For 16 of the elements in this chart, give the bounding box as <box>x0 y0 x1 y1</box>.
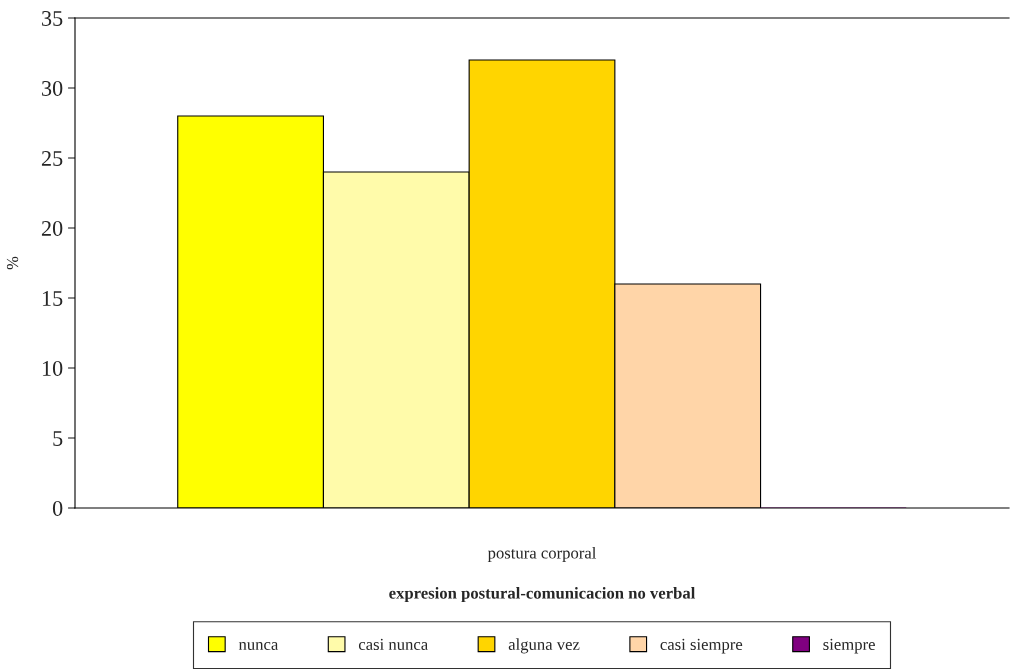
y-tick-label: 25 <box>41 150 63 166</box>
y-axis-title: % <box>6 256 19 270</box>
y-tick-label: 35 <box>42 10 63 26</box>
y-tick-label: 30 <box>42 80 63 96</box>
y-tick-label: 0 <box>52 500 63 516</box>
legend-label: casi siempre <box>660 638 743 654</box>
y-tick-label: 5 <box>53 431 63 446</box>
legend-label: casi nunca <box>358 638 428 651</box>
legend-label: siempre <box>823 638 875 654</box>
x-axis-title: expresion postural-comunicacion no verbal <box>389 587 696 603</box>
y-tick-label: 10 <box>42 360 63 376</box>
x-tick-label: postura corporal <box>487 546 597 562</box>
legend-label: alguna vez <box>508 638 580 654</box>
y-tick-label: 15 <box>42 291 63 306</box>
y-tick-label: 20 <box>41 220 63 236</box>
legend-label: nunca <box>238 642 279 651</box>
